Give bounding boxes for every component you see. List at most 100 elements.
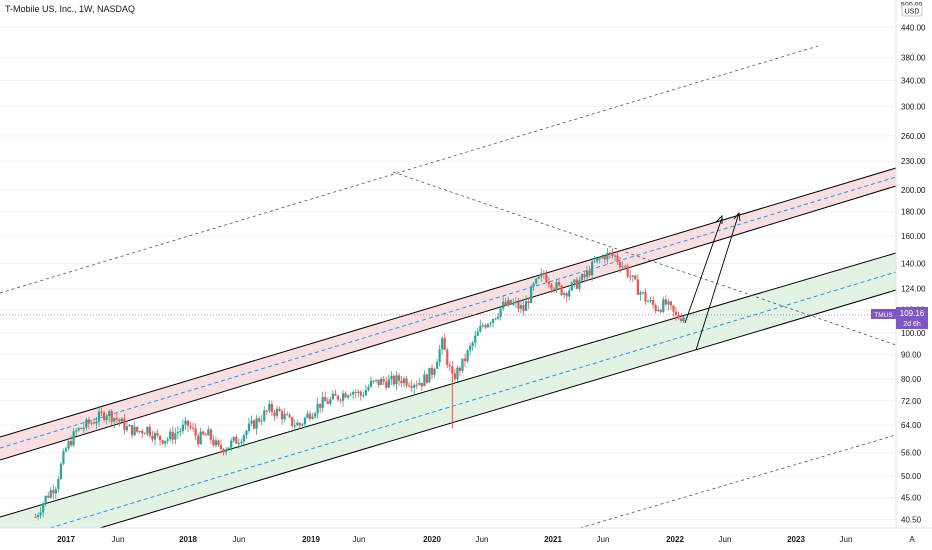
candle — [626, 263, 629, 279]
price-tick-label: 45.00 — [901, 494, 922, 503]
price-tick-label: 50.00 — [901, 472, 922, 481]
candle — [265, 409, 268, 416]
candle — [189, 421, 192, 431]
candle — [646, 299, 650, 303]
candle — [557, 279, 561, 288]
candle — [563, 291, 566, 299]
price-tick-label: 56.00 — [901, 449, 922, 458]
candle — [67, 438, 70, 451]
candle — [90, 419, 93, 426]
candle — [230, 437, 233, 451]
candle — [636, 274, 639, 295]
trendlines — [0, 45, 897, 529]
upper-channel-top-line — [0, 167, 897, 438]
candle — [512, 298, 515, 307]
candle — [601, 254, 604, 260]
price-axis[interactable]: 500.00440.00380.00340.00300.00260.00230.… — [901, 2, 926, 524]
candle — [634, 274, 637, 281]
candle — [341, 390, 345, 407]
candle — [296, 419, 299, 426]
price-tick-label: 230.00 — [901, 157, 926, 166]
candle — [463, 353, 467, 368]
candle — [486, 323, 490, 329]
candle — [631, 275, 634, 283]
candle — [458, 365, 462, 377]
time-tick-label: Jun — [719, 535, 732, 544]
candle — [47, 491, 50, 499]
candle — [125, 421, 129, 432]
currency-badge[interactable]: USD — [901, 4, 923, 17]
candle — [402, 376, 406, 388]
candle — [95, 416, 98, 429]
price-tick-label: 200.00 — [901, 186, 926, 195]
candle — [288, 412, 291, 419]
candle — [441, 336, 444, 355]
candle — [42, 501, 45, 518]
price-tick-label: 100.00 — [901, 329, 926, 338]
candle — [247, 417, 251, 434]
price-tick-label: 64.00 — [901, 421, 922, 430]
auto-scale-button[interactable]: A — [909, 535, 915, 544]
candle — [575, 276, 578, 290]
candle — [570, 281, 573, 292]
candle — [303, 416, 307, 428]
candle — [242, 433, 246, 447]
candle — [542, 269, 545, 279]
candle — [387, 374, 390, 389]
candle — [176, 426, 179, 439]
upper-channel-bottom-line — [0, 185, 897, 461]
candle — [580, 273, 584, 282]
candle — [585, 265, 589, 282]
candle — [321, 391, 324, 413]
candle — [502, 295, 505, 312]
arrowhead-2 — [733, 211, 741, 222]
candle — [344, 391, 347, 399]
candle — [275, 405, 279, 420]
chart-title: T-Mobile US, Inc., 1W, NASDAQ — [5, 4, 135, 14]
candle — [293, 419, 296, 431]
candle — [313, 411, 317, 420]
time-tick-label: 2022 — [666, 535, 684, 544]
candle — [240, 438, 243, 445]
time-axis[interactable]: 2017 Jun 2018 Jun 2019 Jun 2020 Jun 2021 Jun 2022 J… — [57, 535, 852, 544]
candles — [34, 247, 685, 521]
candle — [105, 413, 108, 425]
candle — [456, 365, 459, 382]
candle — [578, 276, 581, 292]
last-price-value: 109.16 — [900, 309, 925, 318]
candle — [639, 290, 642, 301]
candle — [496, 312, 500, 321]
candle — [545, 270, 548, 283]
candle — [624, 264, 627, 270]
candle — [649, 296, 652, 303]
candle — [72, 428, 75, 447]
candle — [278, 406, 281, 412]
candle — [535, 277, 538, 285]
candle — [103, 410, 106, 423]
last-price-symbol: TMUS — [874, 312, 893, 319]
candle — [100, 407, 103, 417]
candle — [270, 400, 273, 416]
candle — [171, 426, 174, 444]
candle — [362, 391, 365, 399]
candle — [438, 345, 441, 367]
candle — [194, 423, 197, 441]
candle — [169, 428, 172, 442]
candle — [301, 422, 304, 429]
candle — [80, 427, 83, 430]
candle — [92, 417, 96, 425]
candle — [212, 435, 215, 448]
candle — [532, 281, 535, 291]
time-tick-label: 2018 — [179, 535, 197, 544]
candle — [667, 298, 670, 311]
candle — [136, 426, 139, 434]
candle — [199, 427, 202, 445]
candle — [400, 375, 403, 387]
candle — [555, 278, 558, 294]
time-tick-label: 2020 — [423, 535, 441, 544]
candle — [603, 254, 606, 264]
candle — [509, 299, 512, 306]
lower-channel-midline — [49, 271, 897, 529]
candle — [377, 379, 380, 388]
